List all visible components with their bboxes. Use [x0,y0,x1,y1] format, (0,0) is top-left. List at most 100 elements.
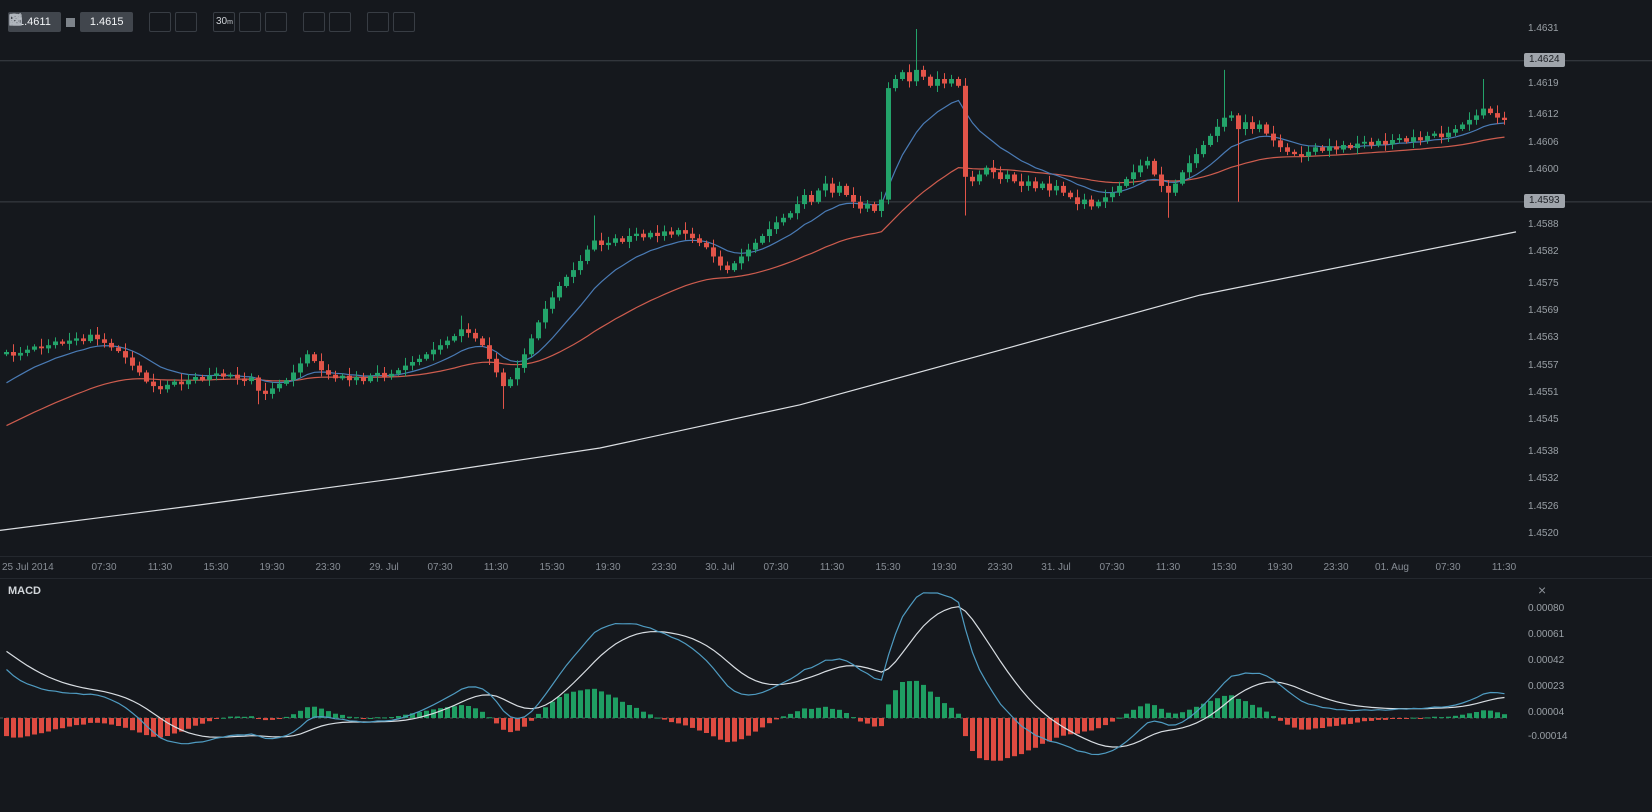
time-axis-label: 23:30 [315,562,341,573]
macd-panel[interactable]: MACD × 0.00080 0.00061 0.00042 0.00023 0.000… [0,578,1652,812]
candle-body [830,183,835,193]
candle-body [634,233,639,236]
macd-histogram-bar [1306,718,1311,730]
candle-body [60,341,65,344]
candle-body [1446,132,1451,138]
timeframe-button[interactable]: 30 m [213,12,236,32]
time-axis[interactable]: 25 Jul 2014 07:30 11:30 15:30 19:30 23:30 29. … [0,556,1652,578]
macd-histogram-bar [501,718,506,730]
timeframe-label: 30 [216,16,228,27]
time-axis-label: 19:30 [595,562,621,573]
price-tag: 1.4624 [1524,52,1565,67]
macd-histogram-bar [1131,709,1136,718]
candle-body [1180,172,1185,184]
candle-body [452,336,457,341]
candle-body [1054,185,1059,191]
macd-histogram-bar [536,713,541,718]
candle-body [1187,163,1192,173]
macd-histogram-bar [67,718,72,727]
candlestick-chart[interactable] [0,0,1652,556]
macd-histogram-bar [417,712,422,718]
candle-body [557,286,562,298]
spread-indicator[interactable] [65,17,75,27]
macd-histogram-bar [515,718,520,731]
macd-histogram-bar [263,718,268,721]
candle-body [487,345,492,359]
pencil-button[interactable] [9,12,416,32]
macd-histogram-bar [1124,713,1129,718]
chart-settings-button[interactable] [9,12,288,32]
candle-body [403,365,408,371]
macd-histogram-bar [1222,695,1227,718]
macd-histogram-bar [725,718,730,743]
macd-histogram-bar [1117,717,1122,719]
macd-histogram-bar [326,711,331,718]
candle-body [1068,192,1073,198]
candle-body [1019,181,1024,186]
macd-histogram-bar [1145,703,1150,718]
macd-histogram-bar [879,718,884,727]
time-axis-label: 11:30 [483,562,509,573]
candle-body [1152,160,1157,175]
candle-body [858,201,863,209]
zoom-out-button[interactable] [9,12,172,32]
macd-histogram-bar [1271,716,1276,718]
time-axis-label: 07:30 [427,562,453,573]
clone-chart-button[interactable] [9,12,352,32]
macd-histogram-bar [788,713,793,718]
macd-histogram-bar [956,713,961,718]
candle-body [1194,154,1199,164]
price-axis[interactable]: 1.4631 1.4619 1.4612 1.4606 1.4600 1.4588 1.45… [1522,0,1652,556]
macd-histogram-bar [270,718,275,720]
macd-histogram-bar [1096,718,1101,729]
macd-close-icon[interactable]: × [1538,582,1547,598]
candle-body [1159,174,1164,186]
candle-body [11,352,16,356]
macd-histogram-bar [1236,698,1241,718]
macd-chart[interactable] [0,579,1652,812]
candle-body [25,349,30,353]
candle-body [1033,181,1038,189]
candle-body [1138,165,1143,173]
candle-body [655,232,660,236]
macd-histogram-bar [606,694,611,718]
macd-histogram-bar [1341,718,1346,725]
price-axis-label: 1.4532 [1528,473,1559,485]
snapshot-button[interactable] [9,12,326,32]
macd-histogram-bar [1320,718,1325,728]
time-axis-label: 29. Jul [369,562,399,573]
candle-body [592,240,597,250]
candle-body [1145,160,1150,166]
candle-body [683,230,688,234]
candle-body [718,256,723,266]
price-axis-label: 1.4538 [1528,446,1559,458]
candle-body [1481,108,1486,116]
candle-body [1082,199,1087,205]
time-axis-label: 31. Jul [1041,562,1071,573]
macd-histogram-bar [1103,718,1108,726]
price-chart-area[interactable]: 1.4631 1.4619 1.4612 1.4606 1.4600 1.4588 1.45… [0,0,1652,556]
candle-body [1222,117,1227,127]
buy-button[interactable]: 1.4615 [79,12,134,32]
macd-histogram-bar [53,718,58,730]
macd-histogram-bar [872,718,877,727]
macd-histogram-bar [942,703,947,718]
candle-body [529,338,534,355]
red-ma-line [6,136,1505,427]
time-axis-label: 23:30 [987,562,1013,573]
zoom-in-button[interactable] [9,12,198,32]
indicators-button[interactable] [9,12,262,32]
candle-body [1229,115,1234,118]
macd-histogram-bar [963,718,968,737]
edit-drawings-button[interactable] [9,12,390,32]
candle-body [1348,145,1353,149]
macd-histogram-bar [1348,718,1353,724]
macd-histogram-bar [368,718,373,719]
candle-body [956,79,961,86]
macd-histogram-bar [1502,714,1507,718]
candle-body [1012,174,1017,182]
macd-histogram-bar [389,717,394,718]
macd-histogram-bar [970,718,975,751]
candle-body [1397,138,1402,140]
macd-histogram-bar [998,718,1003,761]
